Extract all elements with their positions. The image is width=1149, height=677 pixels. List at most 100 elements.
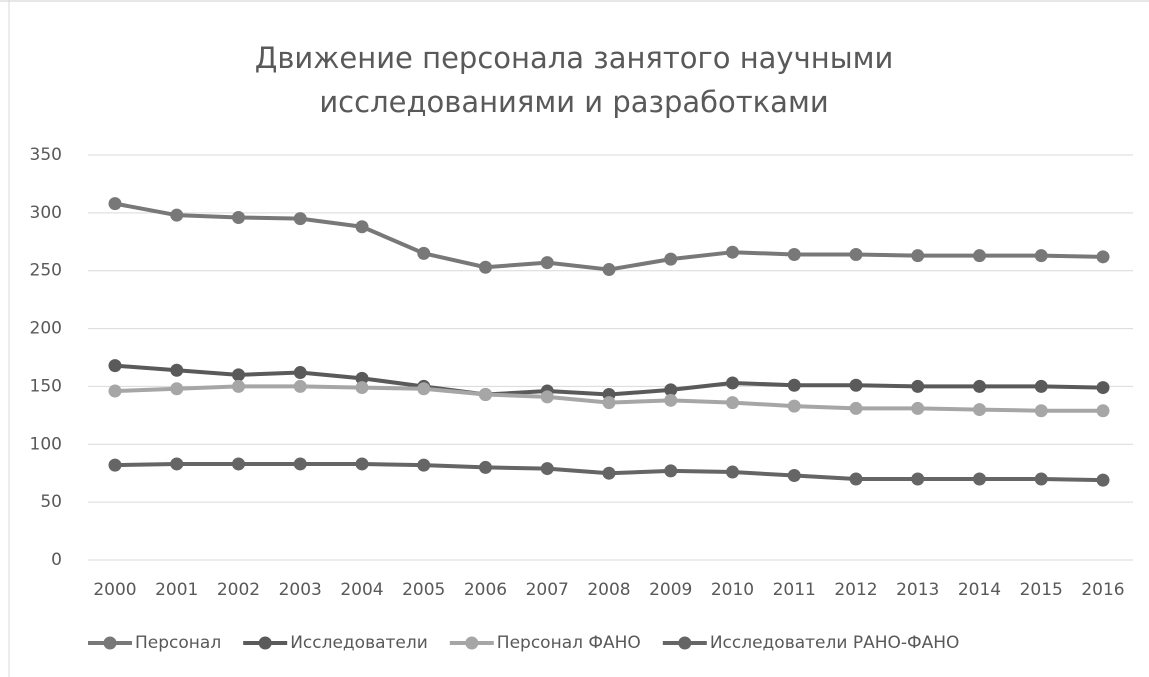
- point: [540, 390, 554, 404]
- point: [232, 210, 245, 224]
- point: [664, 464, 678, 478]
- point: [1096, 250, 1110, 264]
- point: [1096, 381, 1110, 395]
- point: [1034, 379, 1048, 393]
- x-tick-label: 2013: [896, 580, 939, 600]
- point: [108, 359, 122, 373]
- point: [726, 245, 739, 259]
- point: [664, 393, 678, 407]
- x-tick-label: 2007: [526, 580, 569, 600]
- point: [417, 246, 431, 260]
- x-tick-label: 2008: [587, 580, 630, 600]
- point: [355, 220, 369, 234]
- point: [355, 457, 369, 471]
- x-tick-label: 2009: [649, 580, 692, 600]
- point: [602, 466, 616, 480]
- x-tick-label: 2004: [340, 580, 383, 600]
- point: [540, 462, 554, 476]
- x-tick-label: 2006: [464, 580, 507, 600]
- point: [849, 401, 863, 415]
- point: [973, 403, 986, 417]
- point: [232, 368, 245, 382]
- point: [108, 384, 122, 398]
- point: [479, 388, 492, 402]
- point: [170, 208, 184, 222]
- y-tick-label: 100: [30, 434, 62, 454]
- x-tick-label: 2002: [217, 580, 260, 600]
- x-tick-label: 2010: [711, 580, 754, 600]
- x-tick-label: 2011: [773, 580, 816, 600]
- point: [911, 401, 925, 415]
- point: [787, 399, 801, 413]
- point: [973, 249, 986, 263]
- x-tick-label: 2012: [834, 580, 877, 600]
- legend-marker: [103, 636, 117, 650]
- legend-label: Исследователи: [290, 633, 428, 653]
- point: [726, 465, 739, 479]
- point: [170, 363, 184, 377]
- point: [1096, 404, 1110, 418]
- point: [726, 376, 739, 390]
- point: [787, 248, 801, 262]
- series-line: [114, 201, 1104, 272]
- point: [232, 379, 245, 393]
- x-tick-label: 2001: [155, 580, 198, 600]
- point: [293, 457, 307, 471]
- y-tick-label: 200: [30, 319, 62, 339]
- y-tick-label: 0: [51, 550, 62, 570]
- point: [355, 381, 369, 395]
- point: [602, 263, 616, 277]
- point: [479, 460, 492, 474]
- y-tick-label: 50: [40, 492, 62, 512]
- point: [1096, 473, 1110, 487]
- x-tick-label: 2000: [93, 580, 136, 600]
- point: [232, 457, 245, 471]
- point: [540, 256, 554, 270]
- point: [170, 382, 184, 396]
- point: [170, 457, 184, 471]
- x-tick-label: 2014: [958, 580, 1001, 600]
- point: [911, 472, 925, 486]
- point: [602, 396, 616, 410]
- y-tick-label: 250: [30, 261, 62, 281]
- point: [911, 249, 925, 263]
- point: [849, 378, 863, 392]
- chart-title: Движение персонала занятого научными исс…: [254, 41, 894, 119]
- point: [664, 383, 678, 397]
- point: [293, 379, 307, 393]
- point: [417, 458, 431, 472]
- y-tick-label: 350: [30, 145, 62, 165]
- legend-marker: [678, 636, 692, 650]
- point: [787, 469, 801, 483]
- legend-label: Персонал ФАНО: [497, 633, 641, 653]
- point: [973, 472, 986, 486]
- point: [726, 396, 739, 410]
- point: [849, 248, 863, 262]
- y-tick-label: 150: [30, 376, 62, 396]
- point: [1034, 249, 1048, 263]
- point: [787, 378, 801, 392]
- legend-marker: [465, 636, 479, 650]
- point: [293, 212, 307, 226]
- x-tick-label: 2015: [1020, 580, 1063, 600]
- point: [973, 379, 986, 393]
- point: [664, 252, 678, 266]
- legend-label: Персонал: [135, 633, 221, 653]
- point: [355, 371, 369, 385]
- legend-marker: [258, 636, 272, 650]
- point: [417, 382, 431, 396]
- point: [479, 260, 492, 274]
- legend-label: Исследователи РАНО-ФАНО: [710, 633, 960, 653]
- point: [108, 458, 122, 472]
- y-tick-label: 300: [30, 203, 62, 223]
- x-tick-label: 2005: [402, 580, 445, 600]
- point: [1034, 472, 1048, 486]
- point: [293, 366, 307, 380]
- x-tick-label: 2016: [1081, 580, 1124, 600]
- point: [849, 472, 863, 486]
- point: [911, 379, 925, 393]
- point: [108, 197, 122, 211]
- x-tick-label: 2003: [279, 580, 322, 600]
- point: [1034, 404, 1048, 418]
